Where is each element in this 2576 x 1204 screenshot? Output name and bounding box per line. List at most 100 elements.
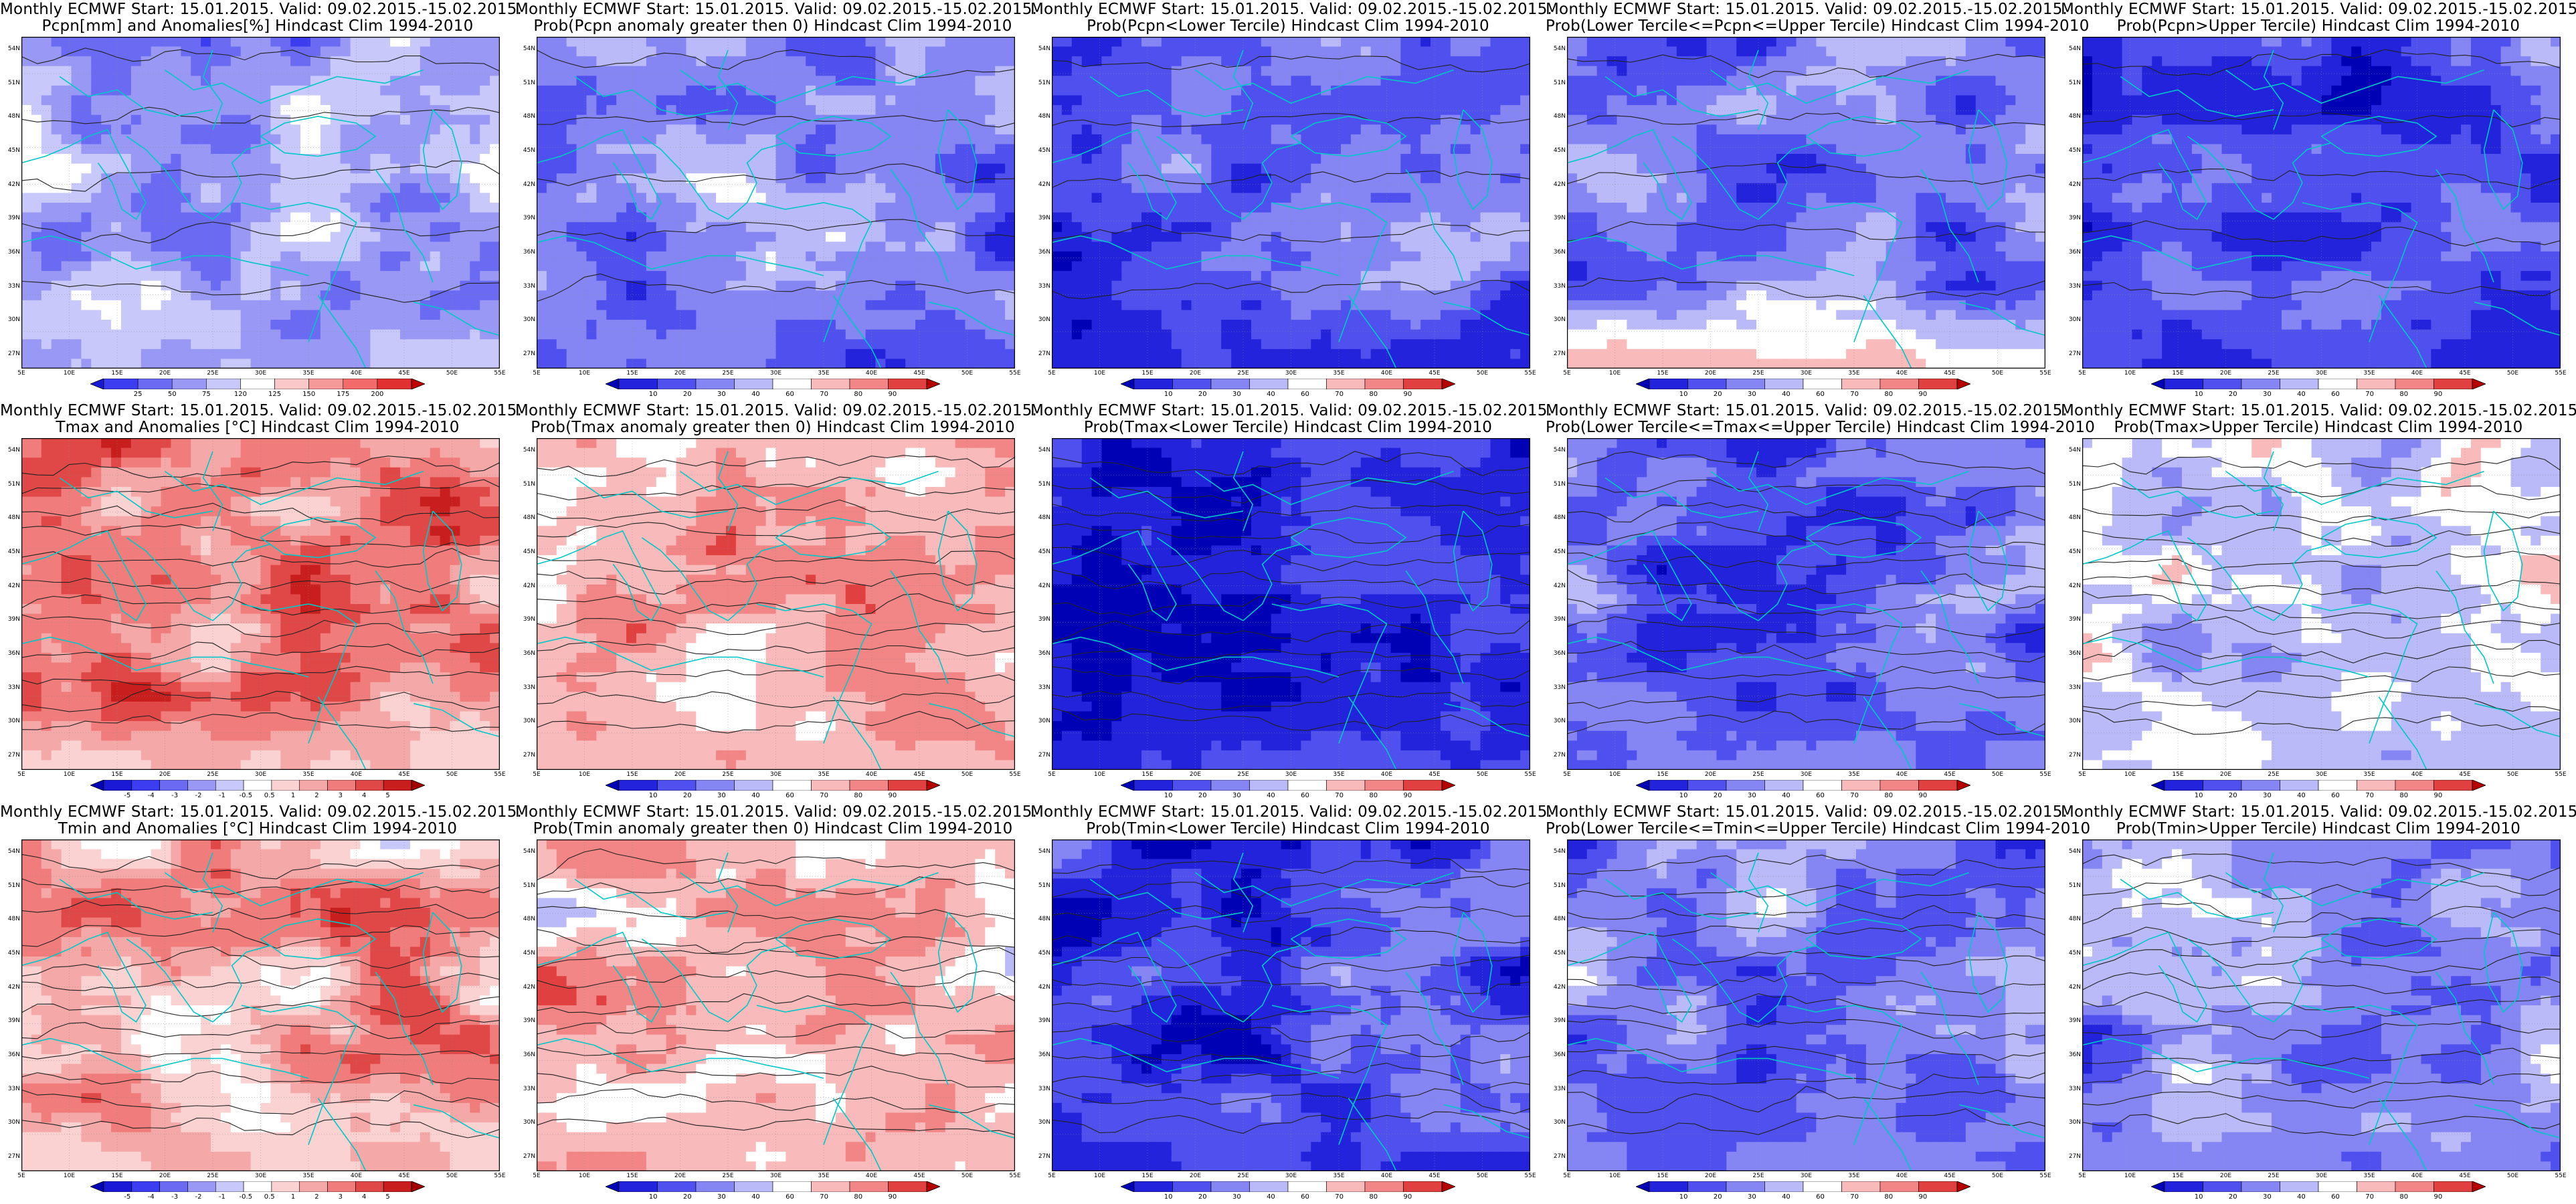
isoline xyxy=(21,576,500,593)
colorbar-swatch xyxy=(206,379,241,389)
coastline xyxy=(1291,116,1407,157)
panel-title-line2: Prob(Lower Tercile<=Tmax<=Upper Tercile)… xyxy=(1546,419,2095,436)
isoline xyxy=(2082,666,2561,686)
lat-tick-label: 39N xyxy=(0,1017,20,1024)
colorbar-right-arrow xyxy=(1441,1181,1455,1192)
isoline xyxy=(21,1019,500,1039)
coastline xyxy=(1405,169,1464,283)
lon-tick-label: 10E xyxy=(64,1173,75,1179)
lat-tick-label: 42N xyxy=(2061,181,2081,188)
coastline xyxy=(1271,603,1388,744)
panel-title-line1: Monthly ECMWF Start: 15.01.2015. Valid: … xyxy=(0,403,522,419)
isoline xyxy=(21,712,500,732)
colorbar-swatch xyxy=(327,780,356,791)
lat-tick-label: 45N xyxy=(2061,950,2081,957)
coastline xyxy=(375,570,434,684)
lon-tick-label: 15E xyxy=(626,1173,638,1179)
colorbar-swatch xyxy=(1172,379,1212,389)
panel-title-line2: Prob(Tmin<Lower Tercile) Hindcast Clim 1… xyxy=(1030,821,1546,837)
colorbar-left-arrow xyxy=(1636,780,1650,791)
colorbar-right-arrow xyxy=(411,780,425,791)
panel-title-line2: Prob(Tmin>Upper Tercile) Hindcast Clim 1… xyxy=(2061,821,2576,837)
colorbar-left-arrow xyxy=(90,780,104,791)
colorbar-tick-label: 60 xyxy=(1301,792,1309,799)
lat-tick-label: 48N xyxy=(1030,916,1050,922)
lon-tick-label: 30E xyxy=(770,771,781,778)
panel-title-line2: Prob(Pcpn>Upper Tercile) Hindcast Clim 1… xyxy=(2061,18,2576,35)
colorbar xyxy=(1121,1181,1455,1192)
lon-tick-label: 35E xyxy=(1333,370,1344,377)
lon-tick-label: 45E xyxy=(398,1173,409,1179)
colorbar-tick-label: 80 xyxy=(1369,1193,1378,1201)
lon-tick-label: 20E xyxy=(674,370,686,377)
lon-tick-label: 20E xyxy=(1705,1173,1716,1179)
lon-tick-label: 15E xyxy=(1657,771,1668,778)
colorbar-left-arrow xyxy=(1121,780,1135,791)
lat-tick-label: 33N xyxy=(515,684,535,691)
colorbar-swatch xyxy=(1649,1181,1688,1192)
coastline xyxy=(1052,530,1177,621)
coastline xyxy=(1920,570,1979,684)
lat-tick-label: 39N xyxy=(515,1017,535,1024)
lat-tick-label: 33N xyxy=(1546,1086,1566,1092)
coastline xyxy=(537,530,662,621)
colorbar-swatch xyxy=(343,379,378,389)
colorbar-swatch xyxy=(243,780,272,791)
lon-tick-label: 10E xyxy=(2124,1173,2136,1179)
panel-title-line2: Prob(Tmax anomaly greater then 0) Hindca… xyxy=(515,419,1030,436)
lon-tick-label: 50E xyxy=(961,370,973,377)
colorbar-tick-label: 5 xyxy=(385,1193,389,1201)
lat-tick-label: 42N xyxy=(0,583,20,589)
coastline xyxy=(1748,49,1769,130)
lat-tick-label: 36N xyxy=(0,249,20,256)
coastline xyxy=(1052,931,1177,1023)
colorbar-right-arrow xyxy=(411,379,425,389)
coastline xyxy=(21,1037,309,1079)
lat-tick-label: 39N xyxy=(1546,215,1566,221)
lat-tick-label: 51N xyxy=(1546,882,1566,889)
lat-tick-label: 48N xyxy=(1030,113,1050,120)
lon-tick-label: 30E xyxy=(2316,1173,2327,1179)
lon-tick-label: 55E xyxy=(2555,1173,2566,1179)
lat-tick-label: 51N xyxy=(515,481,535,488)
lat-tick-label: 36N xyxy=(1030,249,1050,256)
panel-title-line1: Monthly ECMWF Start: 15.01.2015. Valid: … xyxy=(1546,403,2067,419)
lon-tick-label: 45E xyxy=(1429,1173,1440,1179)
colorbar-swatch xyxy=(811,1181,850,1192)
lon-tick-label: 25E xyxy=(1237,1173,1249,1179)
coastline xyxy=(1671,136,1817,220)
colorbar-swatch xyxy=(1803,379,1842,389)
colorbar-swatch xyxy=(240,379,275,389)
coastline xyxy=(1959,302,2045,336)
coastline xyxy=(375,169,434,283)
lat-tick-label: 51N xyxy=(515,882,535,889)
isoline xyxy=(537,691,1015,708)
isoline xyxy=(1052,56,1530,73)
lon-tick-label: 10E xyxy=(579,1173,590,1179)
lon-tick-label: 35E xyxy=(818,771,829,778)
isoline xyxy=(537,522,1015,540)
lat-tick-label: 54N xyxy=(1030,447,1050,454)
lon-tick-label: 20E xyxy=(2220,771,2231,778)
lon-tick-label: 15E xyxy=(1657,370,1668,377)
isoline xyxy=(21,106,500,124)
lat-tick-label: 36N xyxy=(515,650,535,657)
map-field xyxy=(1052,839,1530,1171)
coastline xyxy=(717,852,739,933)
coastline xyxy=(1968,109,2008,211)
isoline xyxy=(21,854,500,880)
lon-tick-label: 5E xyxy=(1563,771,1570,778)
lat-tick-label: 45N xyxy=(515,147,535,154)
colorbar-swatch xyxy=(1326,379,1366,389)
colorbar-tick-label: 90 xyxy=(1919,1193,1928,1201)
lat-tick-label: 48N xyxy=(1030,514,1050,521)
lon-tick-label: 5E xyxy=(533,1173,540,1179)
lon-tick-label: 45E xyxy=(913,370,925,377)
isoline xyxy=(1052,1023,1530,1047)
colorbar-swatch xyxy=(1249,780,1289,791)
colorbar-swatch xyxy=(2318,780,2357,791)
isoline xyxy=(21,924,500,949)
lon-tick-label: 55E xyxy=(494,370,505,377)
coastline xyxy=(2082,931,2207,1023)
isoline xyxy=(1567,163,2045,185)
